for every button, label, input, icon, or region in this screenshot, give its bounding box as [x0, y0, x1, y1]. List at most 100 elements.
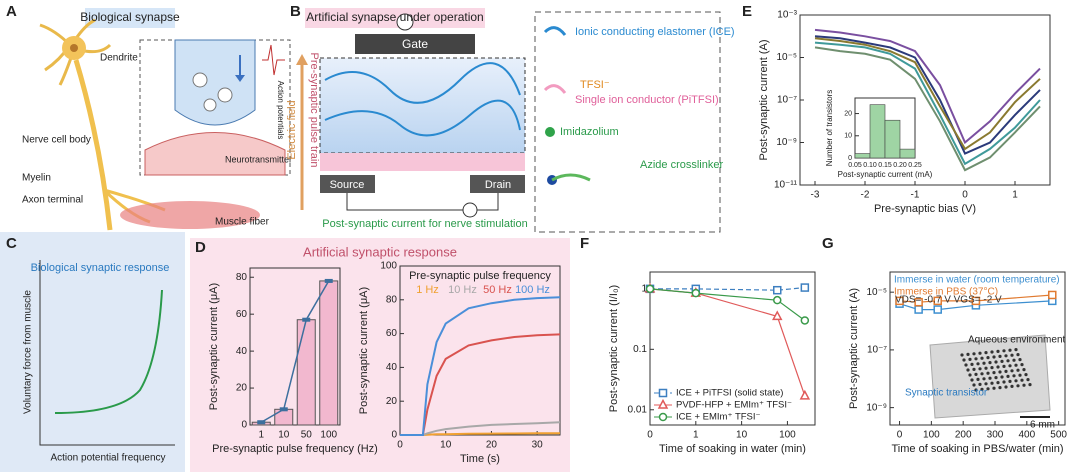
- x-tick-label: 0: [962, 190, 968, 201]
- y-tick-label: 10⁻⁵: [776, 52, 797, 63]
- y-tick-label: 10⁻¹¹: [774, 180, 798, 191]
- series-line: [814, 35, 1041, 155]
- x-tick-label: 0: [897, 430, 903, 441]
- y-axis-label: Post-synaptic current (A): [848, 288, 860, 409]
- y-axis-label: Post-synaptic current (I/I₀): [608, 285, 620, 412]
- legend-title: Pre-synaptic pulse frequency: [409, 270, 551, 282]
- x-axis-label: Time of soaking in water (min): [659, 443, 806, 455]
- y-tick-label: 0: [241, 420, 247, 431]
- legend-entry: 1 Hz: [416, 284, 439, 296]
- photo-dot: [1002, 364, 1006, 368]
- photo-dot: [978, 351, 982, 355]
- y-tick-label: 80: [386, 294, 398, 305]
- photo-dot: [1016, 353, 1020, 357]
- panel-label: G: [822, 235, 834, 252]
- x-tick-label: 50: [301, 430, 313, 441]
- bar: [296, 319, 316, 426]
- photo-dot: [984, 351, 988, 355]
- label: Source: [330, 179, 365, 191]
- photo-dot: [972, 352, 976, 356]
- photo-dot: [980, 372, 984, 376]
- marker: [800, 283, 810, 292]
- marker: [1048, 290, 1057, 300]
- marker: [658, 412, 668, 422]
- series-line: [400, 296, 561, 436]
- photo-dot: [994, 360, 998, 364]
- y-tick-label: 10: [844, 133, 852, 140]
- panel-title: Artificial synaptic response: [303, 244, 457, 259]
- photo-dot: [970, 378, 974, 382]
- neuron-drawing: [39, 8, 291, 231]
- annotation: Aqueous environment: [968, 335, 1066, 346]
- photo-dot: [1024, 373, 1028, 377]
- panel-label: B: [290, 3, 301, 20]
- photo-dot: [984, 366, 988, 370]
- x-tick-label: 0.25: [908, 162, 922, 169]
- photo-dot: [994, 376, 998, 380]
- photo-dot: [996, 365, 1000, 369]
- photo-dot: [964, 363, 968, 367]
- y-tick-label: 10⁻⁹: [866, 402, 887, 413]
- bar: [899, 148, 916, 159]
- panel-label: A: [6, 3, 17, 20]
- x-tick-label: 0: [647, 430, 653, 441]
- marker: [691, 288, 701, 298]
- label: Myelin: [22, 173, 51, 184]
- marker: [324, 278, 333, 283]
- photo-dot: [1010, 384, 1014, 388]
- photo-dot: [992, 386, 996, 390]
- x-tick-label: 200: [955, 430, 972, 441]
- photo-dot: [1010, 369, 1014, 373]
- x-tick-label: 500: [1050, 430, 1067, 441]
- marker: [279, 407, 288, 412]
- panel-title: Biological synapse: [80, 10, 180, 24]
- legend-entry: Immerse in PBS (37°C): [894, 287, 998, 298]
- photo-dot: [1006, 374, 1010, 378]
- photo-dot: [982, 377, 986, 381]
- x-axis-label: Pre-synaptic pulse frequency (Hz): [212, 443, 378, 455]
- photo-dot: [972, 367, 976, 371]
- legend-entry: ICE + PiTFSI (solid state): [676, 388, 783, 399]
- photo-dot: [996, 349, 1000, 353]
- photo-dot: [1008, 364, 1012, 368]
- photo-dot: [982, 361, 986, 365]
- label: Electric field: [286, 100, 298, 159]
- photo-dot: [972, 383, 976, 387]
- label: TFSI⁻: [580, 79, 610, 91]
- photo-dot: [1022, 368, 1026, 372]
- photo-dot: [962, 358, 966, 362]
- photo-dot: [1000, 375, 1004, 379]
- x-tick-label: 1: [1012, 190, 1018, 201]
- photo-dot: [974, 388, 978, 392]
- label: Neurotransmitter: [225, 154, 292, 164]
- marker: [302, 317, 311, 322]
- marker: [773, 295, 782, 305]
- photo-dot: [1012, 374, 1016, 378]
- photo-dot: [974, 372, 978, 376]
- label: Muscle fiber: [215, 217, 270, 228]
- panel-label: F: [580, 235, 589, 252]
- photo-dot: [990, 381, 994, 385]
- photo-dot: [1004, 354, 1008, 358]
- photo-dot: [1018, 358, 1022, 362]
- panel-label: E: [742, 3, 752, 20]
- panel-title: Artificial synapse under operation: [306, 10, 483, 24]
- bar: [319, 280, 339, 426]
- photo-dot: [1014, 379, 1018, 383]
- photo-dot: [978, 382, 982, 386]
- photo-dot: [1018, 373, 1022, 377]
- photo-dot: [976, 377, 980, 381]
- y-tick-label: 80: [236, 272, 248, 283]
- x-tick-label: 0.15: [878, 162, 892, 169]
- y-tick-label: 60: [236, 309, 248, 320]
- axes: [39, 260, 175, 446]
- x-tick-label: 300: [987, 430, 1004, 441]
- bar: [274, 408, 294, 426]
- label: Gate: [402, 37, 428, 51]
- plot-frame: [889, 271, 1066, 426]
- marker: [933, 305, 942, 314]
- photo-dot: [976, 362, 980, 366]
- label: Azide crosslinker: [640, 159, 723, 171]
- y-tick-label: 0.1: [633, 344, 647, 355]
- photo-dot: [1000, 359, 1004, 363]
